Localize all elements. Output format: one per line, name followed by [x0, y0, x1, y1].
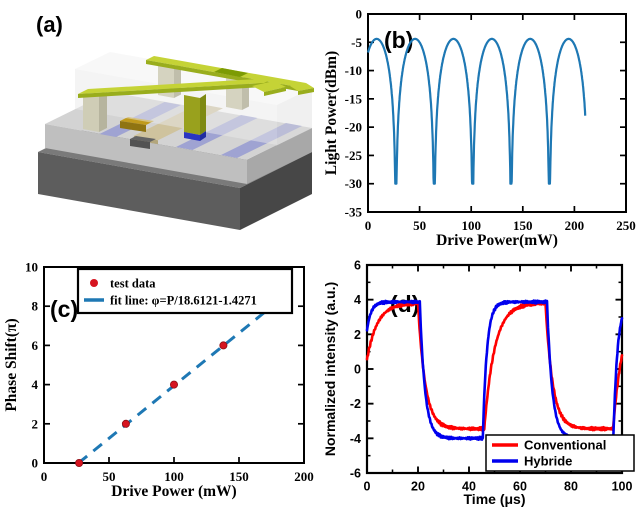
y-tick-label: -15	[345, 91, 363, 106]
via-olive-front	[184, 95, 200, 135]
x-tick-label: 100	[164, 469, 184, 484]
panel-b-chart: 0 50 100 150 200 250 0 -5 -10 -15 -20 -25 -30 -35 Driv…	[323, 7, 636, 250]
data-point	[75, 458, 84, 467]
panel-label: (c)	[50, 296, 78, 322]
axes: 0 50 100 150 200 250 0 -5 -10 -15 -20 -25 -30 -35 Driv…	[323, 7, 636, 250]
y-tick-label: -4	[350, 432, 361, 446]
y-tick-label: 0	[354, 363, 361, 377]
y-tick-label: -30	[345, 176, 362, 191]
y-tick-label: 4	[354, 293, 361, 307]
legend-label: Conventional	[524, 438, 606, 453]
y-tick-label: -6	[350, 467, 361, 481]
data-point	[219, 341, 228, 350]
axes: 0 50 100 150 200 0 2 4 6 8 10 Drive Power (mW) Phase…	[3, 260, 314, 501]
x-tick-label: 150	[513, 218, 533, 233]
mustard-block-top	[120, 117, 154, 125]
via-blue-side	[200, 131, 206, 141]
y-tick-label: -5	[351, 35, 362, 50]
x-tick-label: 80	[564, 480, 578, 494]
gray-block-top	[130, 136, 156, 142]
panel-a-label: (a)	[36, 12, 63, 37]
series-hybride	[365, 299, 624, 441]
data-point	[121, 419, 130, 428]
x-tick-label: 250	[616, 218, 636, 233]
x-axis-label: Drive Power(mW)	[436, 232, 558, 249]
x-tick-label: 100	[612, 480, 633, 494]
x-tick-label: 100	[461, 218, 481, 233]
y-tick-label: 6	[354, 259, 361, 273]
metal-blocks	[120, 117, 156, 149]
x-tick-label: 50	[413, 218, 426, 233]
legend-marker-dot	[90, 279, 98, 287]
y-tick-label: 6	[32, 338, 39, 353]
back-electrode-tab-top	[290, 83, 314, 91]
cladding-front-face	[45, 124, 247, 184]
front-electrode-tab-top	[252, 81, 286, 92]
y-tick-label: -25	[345, 148, 363, 163]
substrate-right-face	[240, 152, 312, 230]
back-electrode-tab-front	[298, 88, 314, 95]
gray-block-front	[130, 139, 150, 149]
panel-label: (b)	[384, 27, 413, 53]
transmission-curve	[366, 37, 587, 185]
y-tick-label: -20	[345, 120, 362, 135]
panel-c-chart: 0 50 100 150 200 0 2 4 6 8 10 Drive Power (mW) Phase…	[3, 260, 314, 501]
series-conventional	[365, 301, 624, 432]
legend: test data fit line: φ=P/18.6121-1.4271	[76, 267, 294, 315]
mustard-block-front	[120, 121, 146, 132]
x-tick-label: 0	[41, 469, 48, 484]
glass-right-face	[277, 88, 312, 145]
x-tick-label: 40	[462, 480, 476, 494]
via-blue-front	[184, 132, 200, 141]
x-tick-label: 200	[565, 218, 585, 233]
y-tick-label: -2	[350, 397, 361, 411]
glass-top-face	[75, 52, 312, 105]
x-tick-label: 50	[103, 469, 116, 484]
y-tick-label: 2	[354, 328, 361, 342]
back-electrode-dark-segment	[214, 68, 248, 77]
y-tick-label: 2	[32, 416, 39, 431]
cladding-right-face	[247, 128, 312, 184]
front-electrode-tab-front	[264, 87, 286, 96]
legend-label: Hybride	[524, 454, 572, 469]
x-tick-label: 150	[229, 469, 249, 484]
y-tick-label: 0	[32, 456, 39, 471]
y-tick-label: 8	[32, 299, 39, 314]
y-tick-label: 4	[32, 377, 39, 392]
front-pillar-front	[83, 93, 99, 132]
front-electrode-bar-top	[78, 78, 274, 94]
panel-a-schematic	[38, 52, 314, 230]
legend-label: fit line: φ=P/18.6121-1.4271	[110, 294, 257, 308]
x-tick-label: 0	[364, 480, 371, 494]
substrate-front-face	[38, 152, 240, 230]
legend-label: test data	[110, 277, 156, 291]
y-axis-label: Normalized intensity (a.u.)	[322, 282, 338, 456]
y-tick-label: -10	[345, 63, 362, 78]
panel-d-chart: 0 20 40 60 80 100 -6 -4 -2 0 2 4 6 Time (μs) Normalize…	[322, 259, 635, 507]
x-axis-label: Drive Power (mW)	[111, 483, 236, 500]
y-axis-label: Light Power(dBm)	[323, 51, 340, 175]
x-tick-label: 20	[411, 480, 425, 494]
x-axis-label: Time (μs)	[464, 491, 526, 507]
fit-line	[77, 303, 276, 465]
y-tick-label: 10	[25, 260, 38, 275]
y-tick-label: 0	[356, 7, 363, 22]
x-tick-label: 200	[294, 469, 314, 484]
via-olive-side	[200, 94, 206, 135]
front-electrode	[78, 78, 286, 141]
y-axis-label: Phase Shift(π)	[3, 318, 20, 411]
y-tick-label: -35	[345, 205, 363, 220]
x-tick-label: 60	[513, 480, 527, 494]
x-tick-label: 0	[365, 218, 372, 233]
front-electrode-bar-front	[78, 83, 264, 98]
front-pillar-side	[99, 92, 107, 132]
data-point	[169, 380, 178, 389]
